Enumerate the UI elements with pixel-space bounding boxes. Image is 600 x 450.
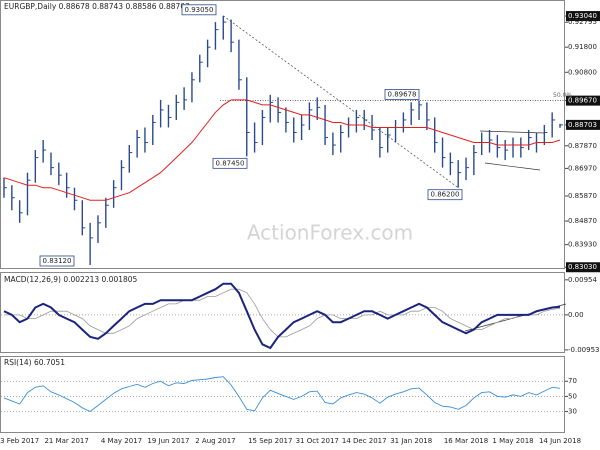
- y-tick-label: 0.86970: [568, 164, 597, 172]
- x-tick-label: 2 Aug 2017: [195, 437, 235, 445]
- fib-label: 50.0%: [553, 92, 572, 99]
- annotation-box: [181, 4, 217, 16]
- tick-box: [566, 119, 600, 130]
- y-tick-label: 30: [568, 408, 577, 416]
- rsi-line: [3, 376, 561, 413]
- x-tick-label: 3 Feb 2017: [0, 437, 39, 445]
- tick-box: [566, 11, 600, 22]
- y-tick-label: 0.00: [568, 311, 584, 319]
- rsi-panel: [0, 356, 565, 433]
- y-tick-label: 0.83030: [568, 263, 597, 271]
- annotation-label: 0.89678: [388, 90, 417, 98]
- annotation-label: 0.86200: [431, 191, 460, 199]
- y-tick-label: 0.00954: [568, 276, 597, 284]
- price-title: EURGBP,Daily 0.88678 0.88743 0.88586 0.8…: [4, 2, 190, 11]
- annotation-box: [427, 189, 463, 201]
- x-tick-label: 4 May 2017: [101, 437, 142, 445]
- triangle-line: [484, 162, 541, 171]
- y-tick-label: 0.93040: [568, 12, 597, 20]
- x-tick-label: 31 Oct 2017: [296, 437, 339, 445]
- y-tick-label: 0.87870: [568, 142, 597, 150]
- signal-line: [4, 288, 561, 338]
- x-tick-label: 15 Sep 2017: [248, 437, 292, 445]
- y-tick-label: 0.88703: [568, 121, 597, 129]
- x-tick-label: 19 Jun 2017: [147, 437, 189, 445]
- macd-line: [3, 282, 561, 350]
- watermark: ActionForex.com: [247, 221, 413, 245]
- y-tick-label: 70: [568, 377, 577, 385]
- y-tick-label: 0.89670: [568, 97, 597, 105]
- y-tick-label: 0.92795: [568, 18, 597, 26]
- annotation-label: 0.83120: [43, 257, 72, 265]
- annotation-label: 0.87450: [216, 159, 245, 167]
- tick-box: [566, 262, 600, 273]
- x-tick-label: 21 Mar 2017: [44, 437, 88, 445]
- y-tick-label: 0.85870: [568, 192, 597, 200]
- macd-panel: [0, 272, 565, 353]
- trend-line: [223, 15, 459, 188]
- annotation-box: [384, 89, 420, 100]
- y-tick-label: 50: [568, 392, 577, 400]
- macd-title: MACD(12,26,9) 0.002213 0.001805: [4, 275, 138, 284]
- x-tick-label: 31 Jan 2018: [390, 437, 432, 445]
- x-tick-label: 1 May 2018: [492, 437, 533, 445]
- y-tick-label: 0.83930: [568, 241, 597, 249]
- tick-box: [566, 95, 600, 106]
- y-tick-label: 0.91800: [568, 43, 597, 51]
- annotation-box: [212, 157, 248, 169]
- x-tick-label: 16 Mar 2018: [444, 437, 488, 445]
- y-tick-label: -0.009538: [568, 346, 600, 354]
- price-panel: [0, 0, 565, 269]
- triangle-line: [479, 130, 546, 134]
- y-tick-label: 0.84870: [568, 217, 597, 225]
- rsi-title: RSI(14) 60.7051: [4, 358, 65, 367]
- y-tick-label: 0.90800: [568, 68, 597, 76]
- x-tick-label: 14 Dec 2017: [342, 437, 387, 445]
- annotation-label: 0.93050: [185, 6, 214, 14]
- moving-average: [3, 99, 561, 201]
- annotation-box: [39, 255, 75, 267]
- x-tick-label: 14 Jun 2018: [539, 437, 581, 445]
